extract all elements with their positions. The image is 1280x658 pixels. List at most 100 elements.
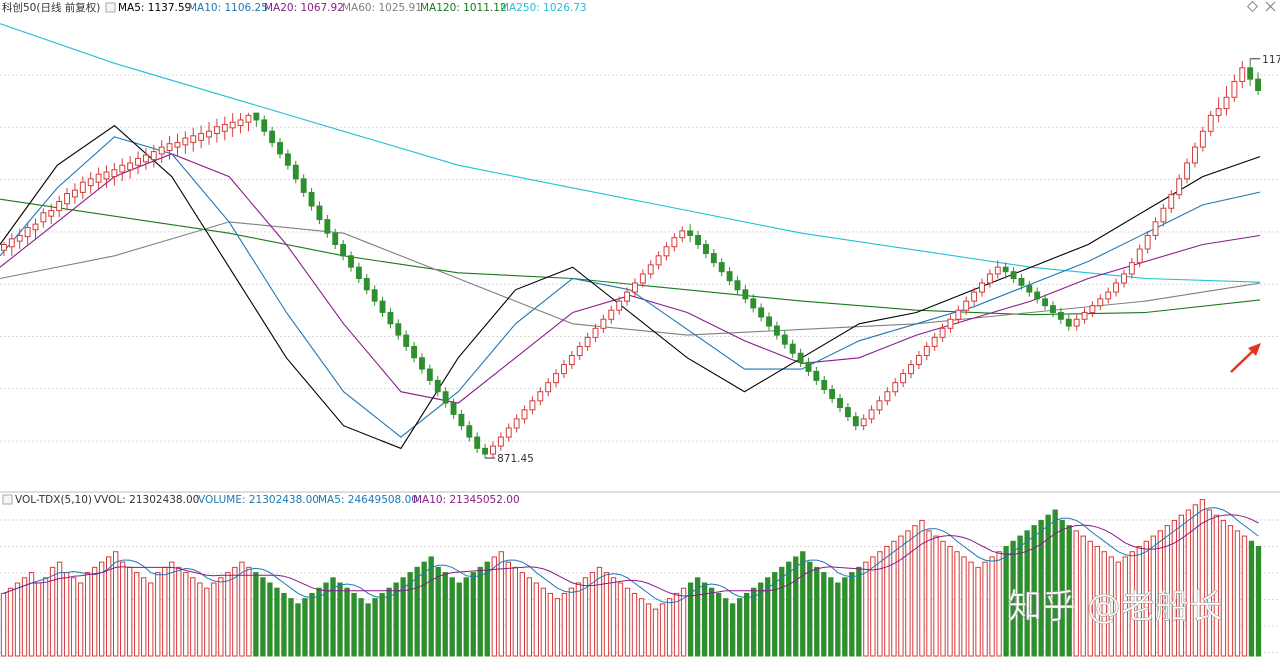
- candle-body: [1034, 291, 1041, 300]
- candle-body: [127, 162, 134, 171]
- candle: [671, 233, 678, 252]
- candle: [608, 305, 615, 324]
- volume-bar: [975, 566, 981, 657]
- candle: [1168, 190, 1175, 213]
- diamond-icon[interactable]: [1246, 0, 1259, 13]
- candle: [1057, 307, 1064, 324]
- volume-bar: [134, 572, 140, 657]
- candle: [221, 116, 228, 141]
- volume-bar: [470, 572, 476, 657]
- volume-bar: [379, 592, 385, 657]
- candle: [1002, 262, 1009, 279]
- candle: [1231, 74, 1238, 102]
- volume-bar: [1052, 509, 1058, 657]
- volume-bar: [28, 572, 35, 657]
- volume-bar: [1199, 499, 1206, 657]
- candle: [505, 423, 512, 442]
- candle-body: [419, 357, 425, 370]
- volume-bar: [870, 556, 876, 657]
- candle: [434, 375, 441, 397]
- candle: [695, 230, 701, 250]
- candle: [332, 228, 339, 250]
- volume-bar: [267, 582, 273, 657]
- candle: [111, 162, 118, 186]
- volume-bar: [835, 582, 841, 657]
- candle: [868, 405, 875, 424]
- close-icon[interactable]: [1265, 1, 1276, 12]
- candle-body: [434, 379, 441, 393]
- candle: [718, 258, 725, 277]
- candle: [529, 396, 536, 415]
- candle: [395, 319, 402, 340]
- candle-body: [931, 336, 938, 347]
- candle: [1215, 97, 1222, 123]
- candle: [182, 131, 189, 154]
- vol-toggle-icon[interactable]: [2, 494, 13, 505]
- candle-body: [24, 227, 31, 238]
- candle: [1192, 142, 1198, 168]
- candle: [821, 375, 828, 394]
- candle-body: [608, 309, 615, 320]
- chart-title: 科创50(日线 前复权): [2, 1, 100, 14]
- candle-body: [908, 364, 914, 375]
- candle: [710, 249, 717, 268]
- volume-bar: [540, 587, 547, 657]
- candle: [1113, 278, 1120, 297]
- candle: [253, 112, 260, 127]
- candle: [781, 330, 788, 349]
- candle-body: [490, 445, 496, 455]
- volume-bar: [35, 582, 42, 657]
- volume-bar: [772, 572, 778, 657]
- ma20-label: MA20: 1067.92: [264, 2, 344, 14]
- candle-body: [71, 189, 78, 198]
- candle: [521, 405, 528, 424]
- candle: [190, 127, 197, 152]
- volume-bar: [1248, 540, 1255, 657]
- volume-bar: [666, 598, 673, 657]
- volume-bar: [197, 582, 203, 657]
- volume-bar: [744, 592, 750, 657]
- volume-bar: [463, 577, 469, 657]
- candle: [135, 151, 141, 175]
- volume-bar: [274, 587, 280, 657]
- candle: [1239, 61, 1246, 89]
- candle-body: [1105, 291, 1112, 300]
- candle: [1097, 294, 1104, 311]
- candle: [229, 113, 236, 137]
- volume-bar: [786, 561, 792, 657]
- volume-bar: [365, 603, 371, 657]
- candle: [750, 294, 757, 313]
- candle-body: [1199, 130, 1206, 148]
- volume-bar: [491, 556, 497, 657]
- candle: [915, 350, 922, 370]
- candle: [426, 364, 433, 385]
- candle: [900, 369, 907, 388]
- volume-bar: [183, 572, 189, 657]
- candle-body: [253, 112, 260, 121]
- candle-body: [529, 400, 536, 411]
- volume-bar: [49, 566, 56, 657]
- volume-bar: [947, 546, 953, 657]
- candle: [584, 332, 591, 351]
- volume-bar: [232, 566, 238, 657]
- volume-bar: [729, 603, 736, 657]
- volume-bar: [1157, 530, 1164, 657]
- volume-bar: [302, 598, 308, 657]
- ma-toggle-icon[interactable]: [105, 2, 116, 13]
- candle: [971, 287, 978, 306]
- volume-bar: [1129, 551, 1135, 657]
- candle-body: [1168, 194, 1175, 209]
- candle: [955, 305, 962, 324]
- candle-body: [631, 282, 638, 293]
- volume-bar: [793, 556, 799, 657]
- ma120-label: MA120: 1011.12: [420, 2, 507, 14]
- candle: [773, 321, 780, 340]
- volume-bar: [1241, 535, 1248, 657]
- candle-body: [135, 157, 141, 166]
- candle: [403, 330, 410, 351]
- candle-body: [624, 291, 631, 302]
- candle: [1081, 307, 1088, 324]
- ma120-line: [0, 198, 1261, 316]
- candle: [766, 312, 772, 331]
- candle: [150, 144, 157, 168]
